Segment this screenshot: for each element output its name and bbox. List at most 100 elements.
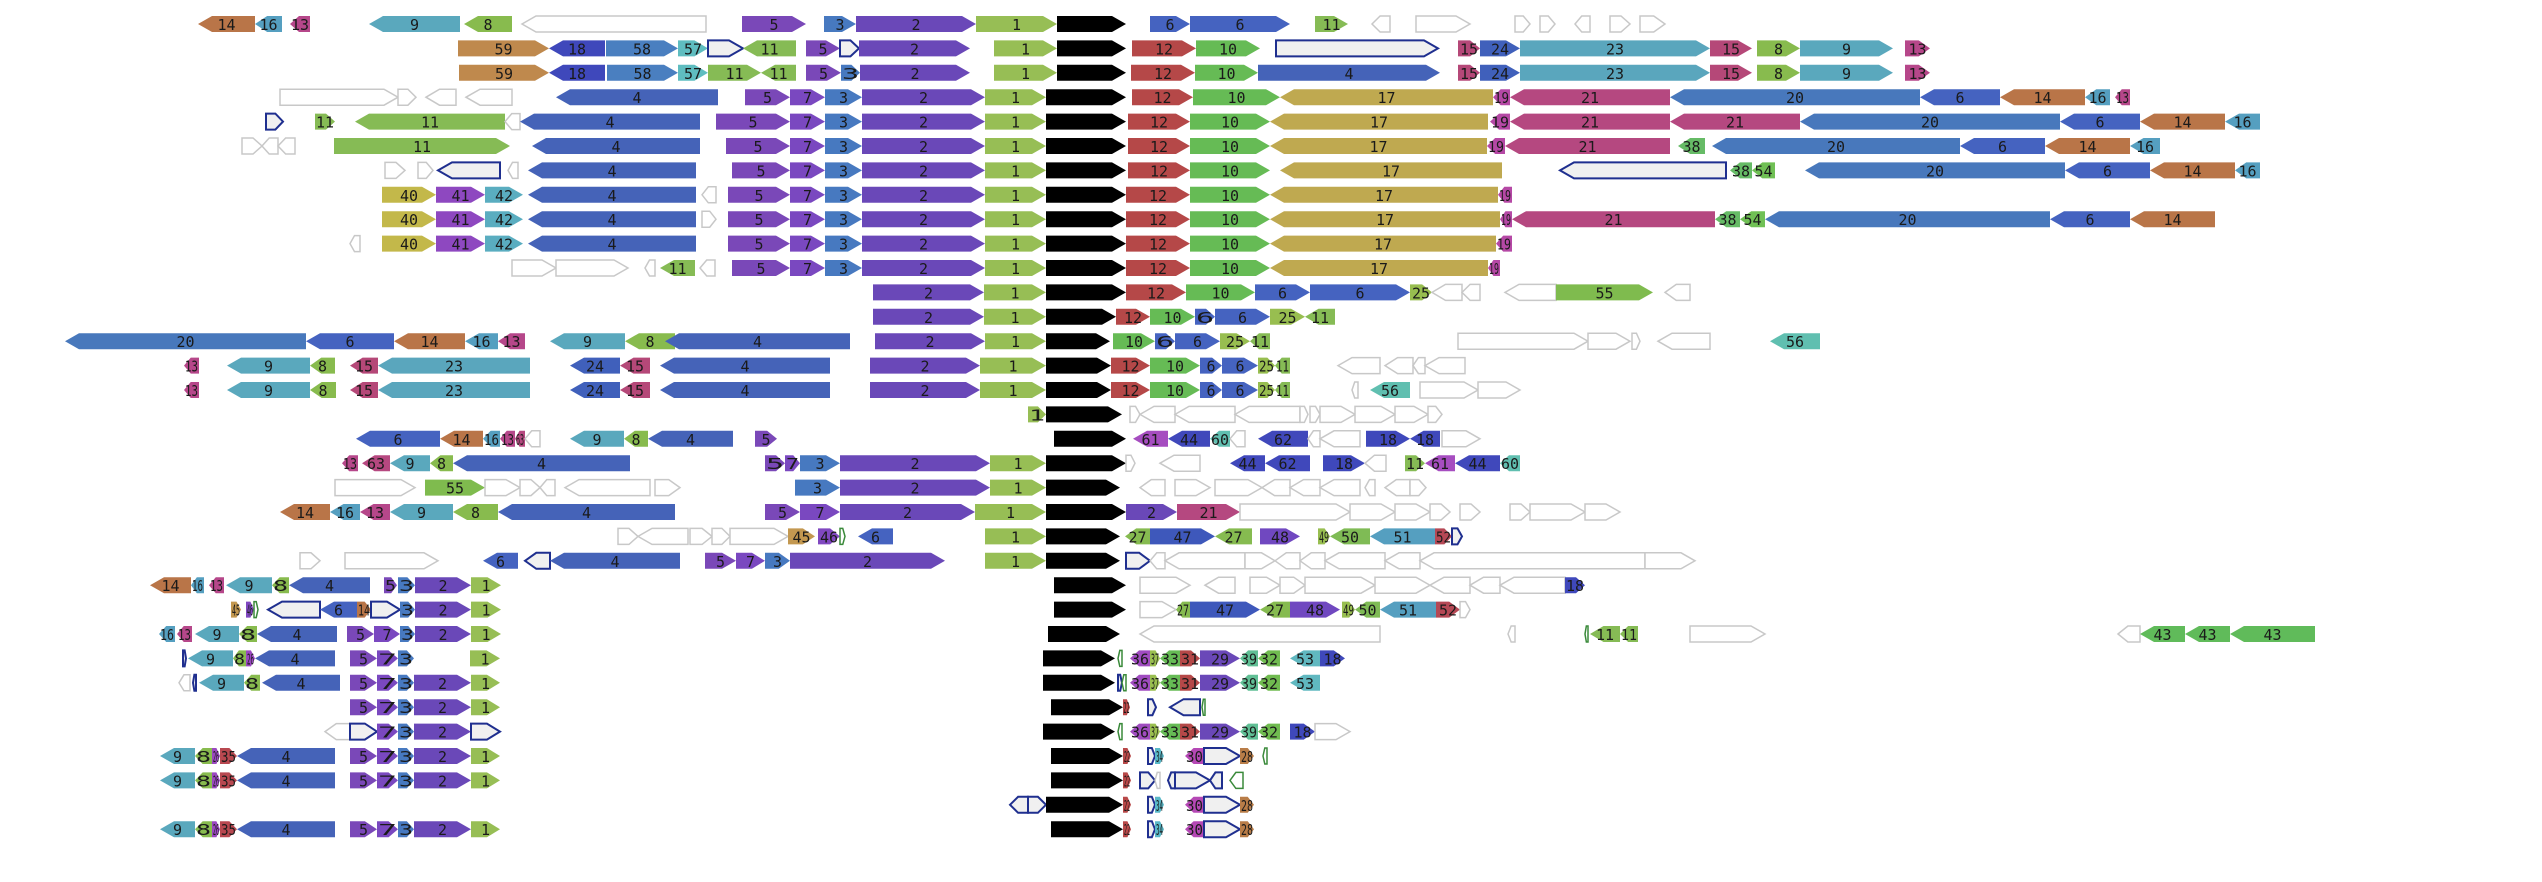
unclassified-gene-arrow[interactable] [334,478,417,497]
gene-arrow-45[interactable] [788,528,815,545]
gene-arrow-16[interactable] [2235,162,2260,179]
unclassified-gene-arrow[interactable] [563,478,651,497]
gene-arrow-44[interactable] [1168,430,1210,447]
unclassified-gene-arrow[interactable] [1233,405,1301,424]
gene-arrow-6[interactable] [1175,333,1220,350]
gene-arrow-1[interactable] [471,626,501,642]
gene-arrow-8[interactable] [624,430,648,447]
gene-arrow-12[interactable] [1128,113,1190,130]
gene-arrow-3[interactable] [765,552,790,569]
unclassified-gene-arrow[interactable] [1139,576,1192,594]
gene-arrow-11[interactable] [355,113,505,130]
gene-arrow-2[interactable] [862,113,985,130]
unclassified-gene-arrow[interactable] [1364,478,1376,497]
hypothetical-gene-arrow[interactable] [470,722,502,741]
gene-arrow-7[interactable] [377,748,398,764]
gene-arrow-3[interactable] [400,601,415,618]
gene-arrow-21[interactable] [1670,113,1800,130]
anchor-gene-arrow[interactable] [1043,723,1115,740]
gene-arrow-4[interactable] [520,113,700,130]
anchor-gene-arrow[interactable] [1046,260,1126,276]
hypothetical-gene-arrow[interactable] [1125,551,1152,570]
gene-arrow-4[interactable] [660,357,830,374]
hypothetical-gene-arrow[interactable] [707,39,746,58]
gene-arrow-5[interactable] [745,89,790,106]
gene-arrow-19[interactable] [1488,260,1500,276]
unclassified-gene-arrow[interactable] [1427,405,1443,424]
gene-arrow-27[interactable] [1260,601,1290,618]
gene-arrow-47[interactable] [1190,601,1260,618]
tiny-orf-arrow[interactable] [839,527,846,546]
unclassified-gene-arrow[interactable] [299,552,322,570]
gene-arrow-27[interactable] [1215,528,1252,545]
gene-arrow-19[interactable] [1500,211,1512,228]
gene-arrow-16[interactable] [465,333,498,350]
hypothetical-gene-arrow[interactable] [191,673,197,692]
gene-arrow-2[interactable] [790,552,945,569]
hypothetical-gene-arrow[interactable] [1557,161,1727,180]
gene-arrow-8[interactable] [239,626,257,642]
gene-arrow-59[interactable] [459,64,549,81]
gene-arrow-6[interactable] [1255,284,1310,301]
gene-arrow-60[interactable] [1500,455,1520,472]
gene-arrow-8[interactable] [195,748,212,764]
gene-arrow-5[interactable] [732,162,790,179]
gene-arrow-11[interactable] [1250,333,1270,350]
tiny-orf-arrow[interactable] [1201,698,1206,716]
unclassified-gene-arrow[interactable] [1509,503,1532,521]
unclassified-gene-arrow[interactable] [1584,503,1622,521]
gene-arrow-25[interactable] [1220,333,1250,350]
gene-arrow-16[interactable] [2225,113,2260,130]
gene-arrow-17[interactable] [1270,260,1488,276]
gene-arrow-2[interactable] [862,138,985,154]
unclassified-gene-arrow[interactable] [1244,552,1277,570]
gene-arrow-57[interactable] [678,40,708,57]
hypothetical-gene-arrow[interactable] [1147,820,1157,839]
unclassified-gene-arrow[interactable] [1415,15,1472,33]
gene-arrow-28[interactable] [1240,796,1254,813]
gene-arrow-28[interactable] [1240,748,1254,764]
gene-arrow-43[interactable] [2140,626,2185,642]
gene-arrow-7[interactable] [790,186,825,203]
gene-arrow-13[interactable] [360,504,390,520]
gene-arrow-58[interactable] [606,40,678,57]
gene-arrow-59[interactable] [458,40,549,57]
gene-arrow-6[interactable] [1920,89,2000,106]
gene-arrow-22[interactable] [1123,772,1131,789]
unclassified-gene-arrow[interactable] [1318,478,1361,497]
gene-arrow-19[interactable] [1498,186,1512,203]
unclassified-gene-arrow[interactable] [1689,625,1767,643]
unclassified-gene-arrow[interactable] [178,674,191,692]
unclassified-gene-arrow[interactable] [1149,552,1166,570]
unclassified-gene-arrow[interactable] [1125,454,1136,472]
unclassified-gene-arrow[interactable] [1394,503,1432,521]
gene-arrow-15[interactable] [620,357,650,374]
gene-arrow-44[interactable] [1230,455,1265,472]
gene-arrow-21[interactable] [1512,211,1715,228]
unclassified-gene-arrow[interactable] [699,259,716,277]
gene-arrow-10[interactable] [1190,138,1270,154]
gene-arrow-5[interactable] [806,64,841,81]
gene-arrow-13[interactable] [184,382,199,398]
gene-arrow-51[interactable] [1370,528,1435,545]
gene-arrow-5[interactable] [705,552,736,569]
gene-arrow-3[interactable] [841,64,860,81]
gene-arrow-12[interactable] [1126,186,1190,203]
gene-arrow-7[interactable] [790,260,825,276]
gene-arrow-5[interactable] [350,772,377,789]
gene-arrow-19[interactable] [1493,89,1510,106]
gene-arrow-6[interactable] [306,333,394,350]
gene-arrow-4[interactable] [255,650,335,667]
gene-arrow-2[interactable] [862,260,985,276]
gene-arrow-5[interactable] [728,186,790,203]
gene-arrow-33[interactable] [1160,723,1180,740]
unclassified-gene-arrow[interactable] [1363,454,1387,472]
anchor-gene-arrow[interactable] [1051,772,1123,789]
unclassified-gene-arrow[interactable] [1318,430,1361,448]
gene-arrow-10[interactable] [1193,89,1280,106]
gene-arrow-12[interactable] [1111,357,1150,374]
gene-arrow-9[interactable] [1800,64,1893,81]
gene-arrow-40[interactable] [382,211,436,228]
gene-arrow-18[interactable] [1565,577,1585,594]
anchor-gene-arrow[interactable] [1046,528,1120,545]
